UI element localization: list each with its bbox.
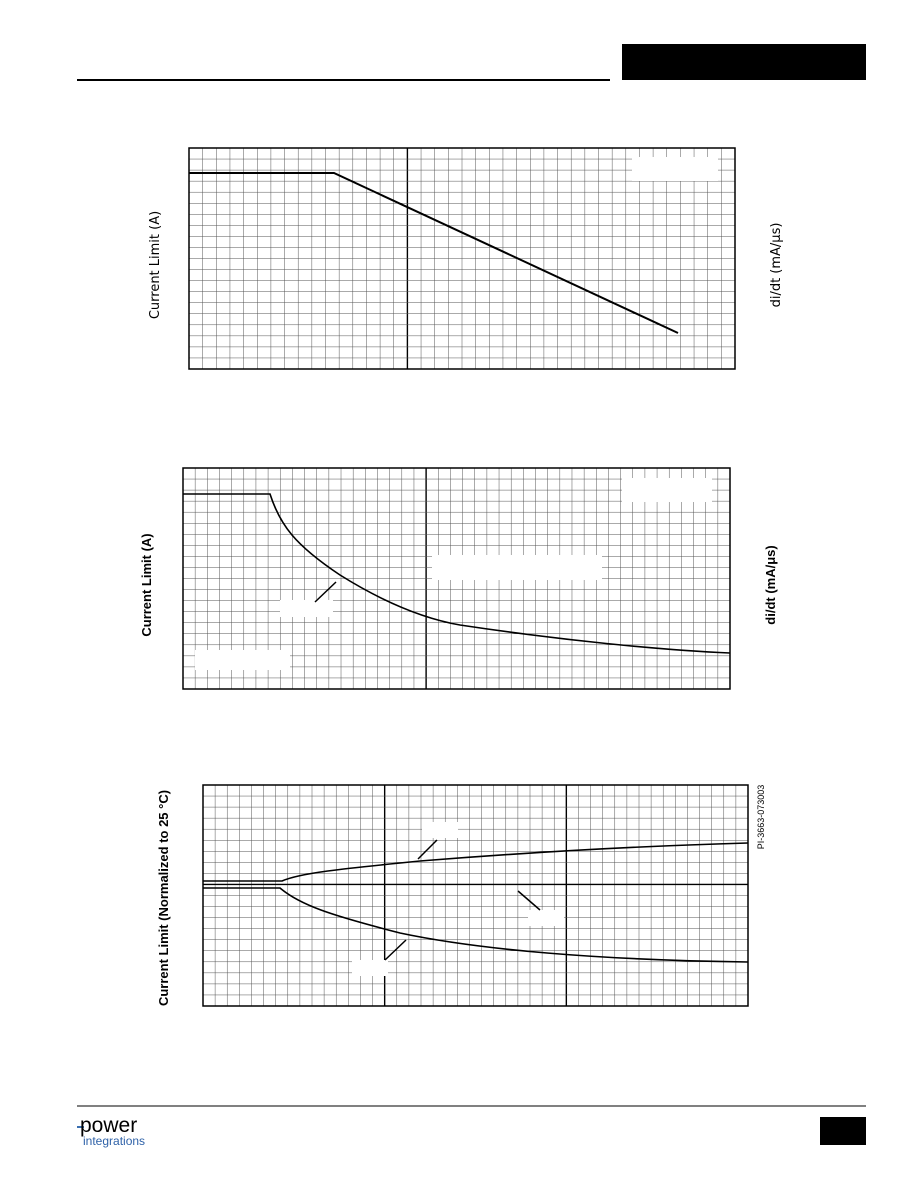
label-mask [352,960,388,976]
masks [195,157,718,976]
right-label: di/dt (mA/μs) [763,545,778,624]
arrow [517,890,541,911]
curve [203,842,749,882]
label-mask [432,555,602,580]
y-axis-label: Current Limit (Normalized to 25 °C) [156,790,171,1006]
curve [183,493,731,654]
label-mask [422,822,458,838]
label-mask [528,910,564,926]
label-mask [195,650,290,670]
page-number-box [820,1117,866,1145]
curves [183,172,749,963]
logo-top: power [80,1114,137,1137]
arrow [417,839,438,860]
grids [182,147,749,1007]
label-mask [632,157,718,181]
y-axis-label: Current Limit (A) [148,211,163,319]
header-box [622,44,866,80]
curve [189,172,679,334]
curve [203,887,749,963]
label-mask [622,478,712,502]
y-axis-label: Current Limit (A) [139,533,154,636]
figure-code: PI-3663-073003 [756,785,766,850]
plot-frame [182,467,731,690]
label-mask [280,600,333,617]
arrows [314,581,541,961]
arrow [314,581,337,603]
right-label: di/dt (mA/μs) [769,223,784,308]
plot-frame [202,784,749,1007]
arrow [384,939,407,961]
plot-frame [188,147,736,370]
logo-bottom: integrations [83,1134,145,1148]
